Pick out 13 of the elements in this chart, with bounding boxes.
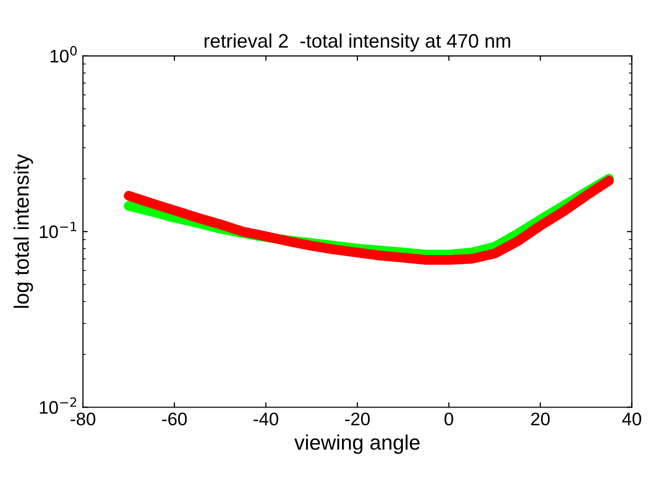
x-tick-label: -40: [254, 412, 278, 426]
x-tick-label: 0: [444, 412, 454, 426]
x-tick-label: 40: [622, 412, 642, 426]
chart-title: retrieval 2 -total intensity at 470 nm: [204, 34, 510, 52]
x-tick-label: -60: [162, 412, 187, 426]
x-axis-title: viewing angle: [294, 434, 420, 454]
y-tick-label: 10$^{0}$: [50, 46, 77, 63]
x-tick-label: -20: [345, 412, 370, 426]
x-tick-label: 20: [531, 412, 550, 426]
y-axis-title: log total intensity: [14, 154, 33, 308]
x-tick-label: -80: [70, 412, 96, 426]
y-tick-label: 10$^{−1}$: [40, 222, 76, 238]
y-tick-label: 10$^{−2}$: [40, 397, 76, 414]
